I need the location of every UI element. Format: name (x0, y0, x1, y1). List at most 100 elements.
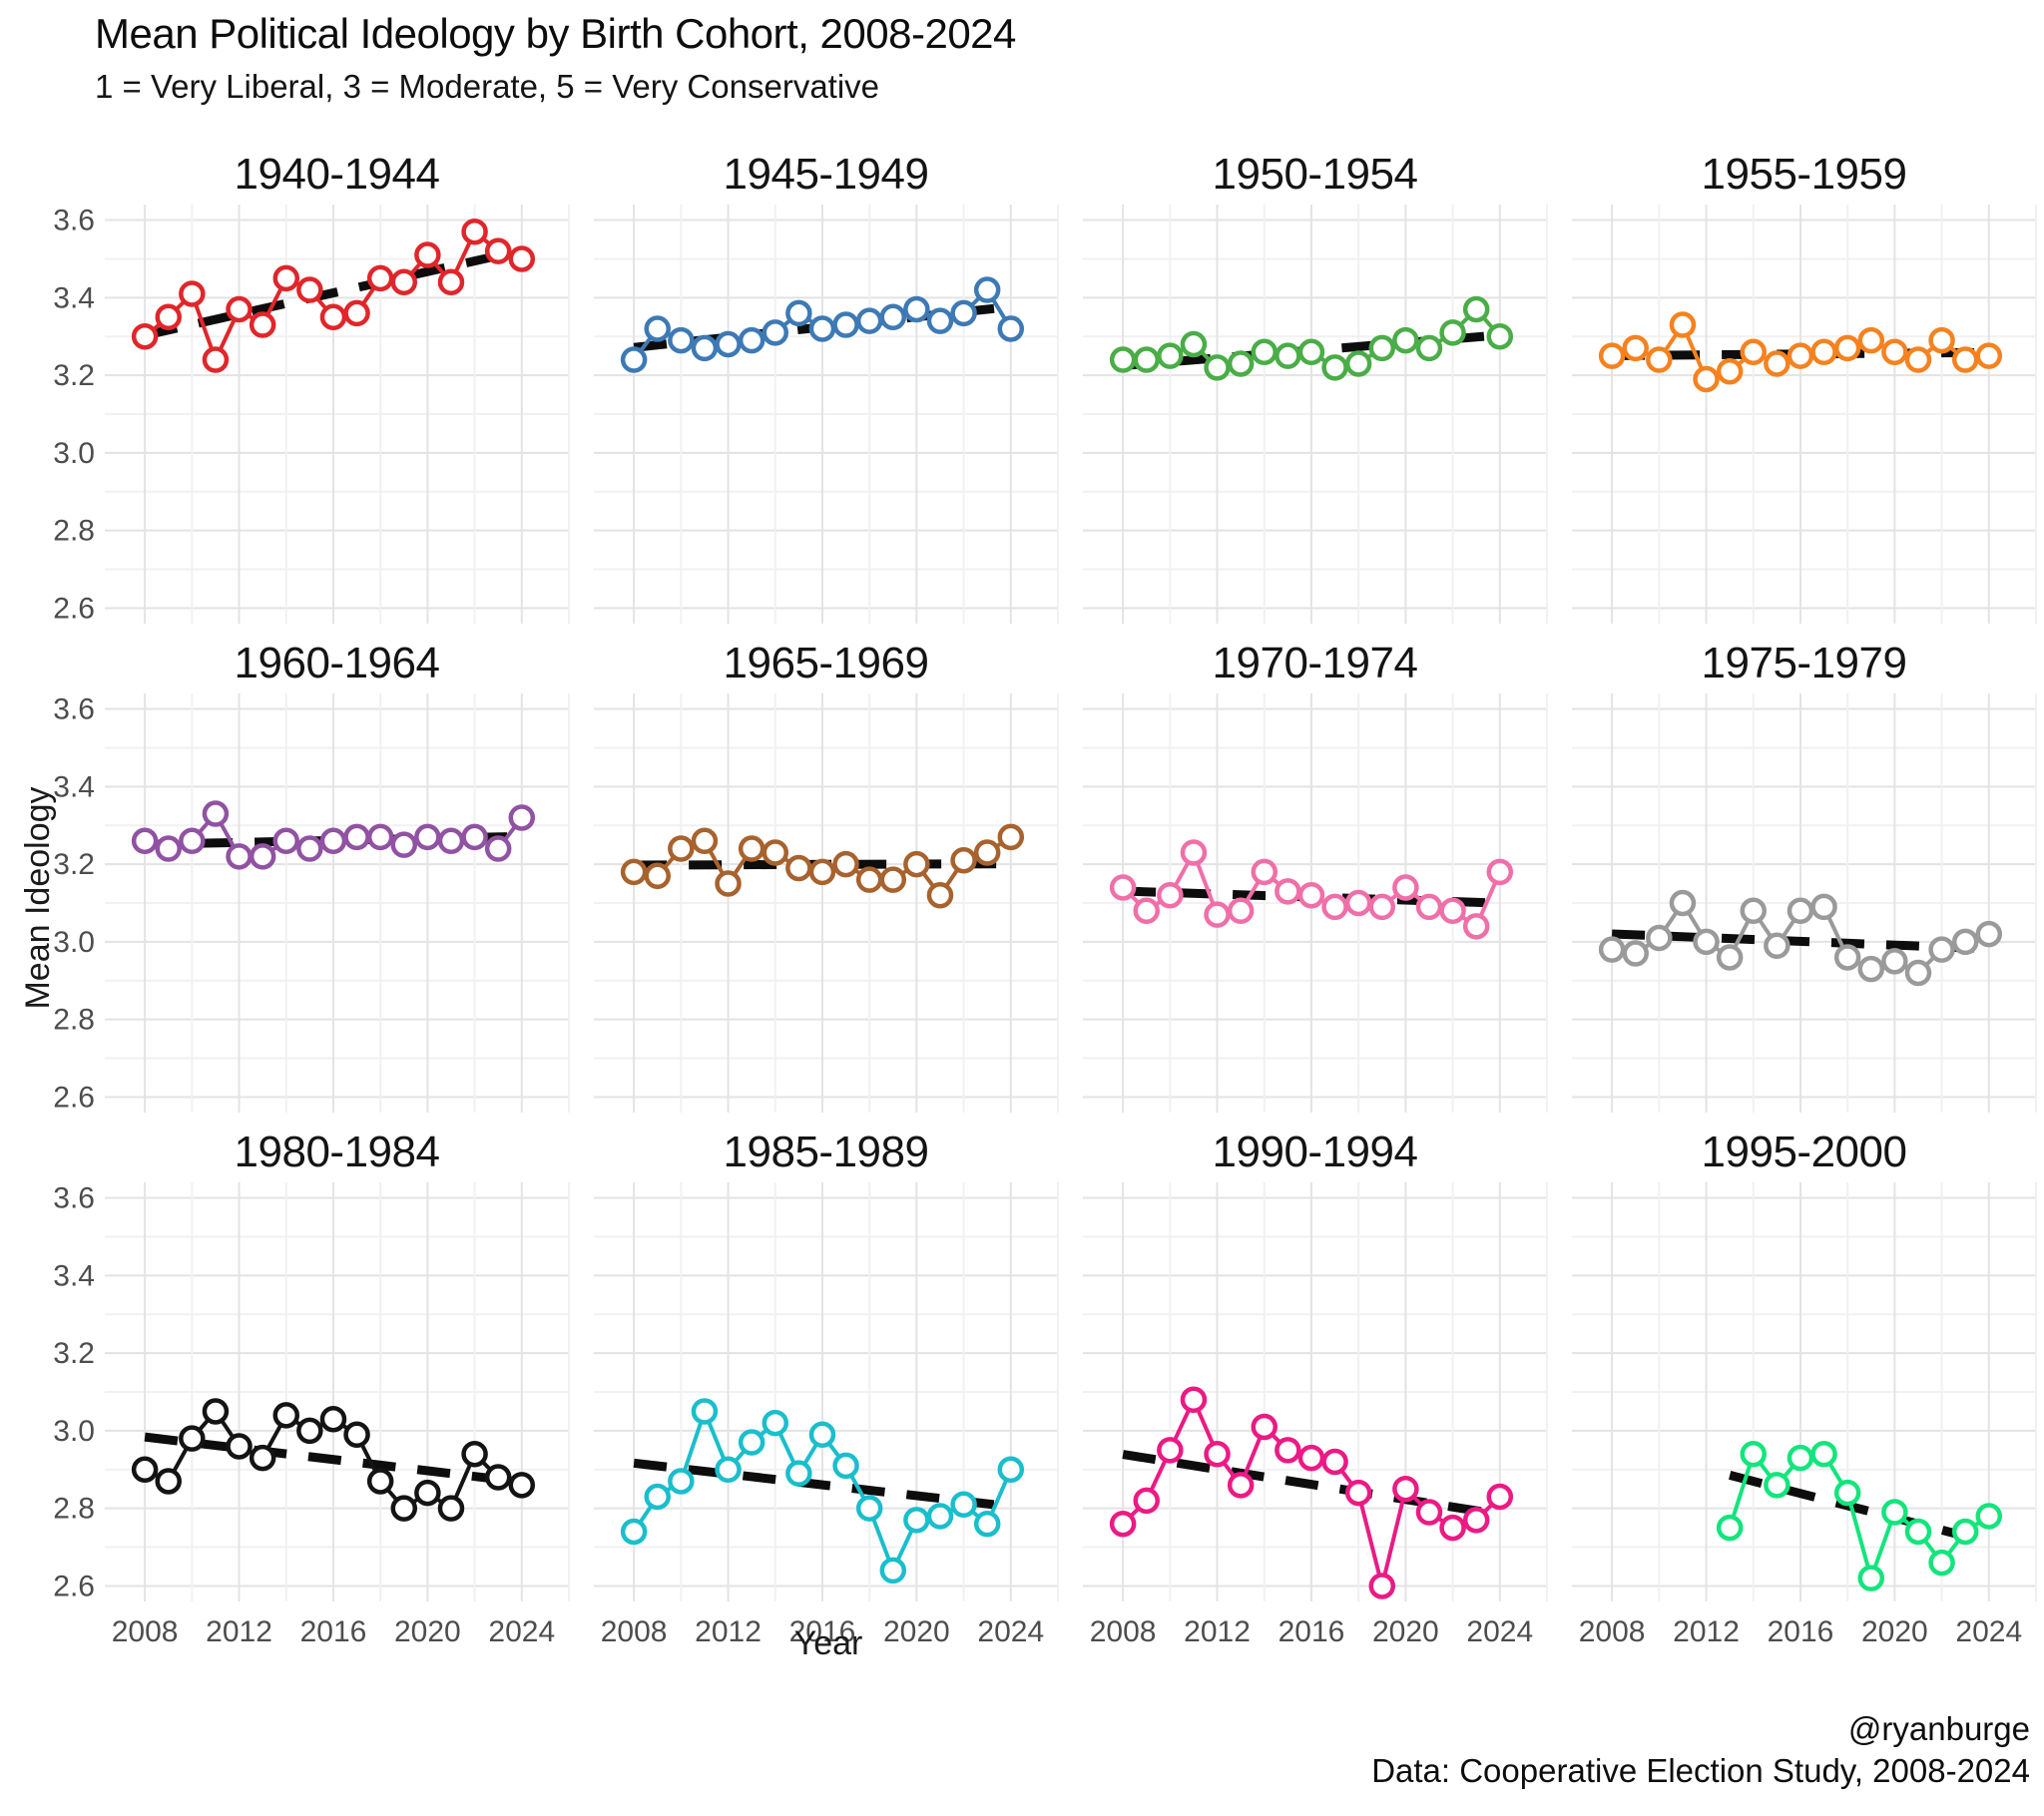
facet-panel-1985-1989: 1985-1989 (594, 1128, 1059, 1601)
data-point (1881, 1499, 1908, 1526)
gridlines (105, 693, 570, 1113)
data-point (226, 295, 253, 323)
facet-panel-1940-1944: 1940-1944 (105, 150, 570, 624)
data-point (390, 1495, 418, 1522)
facet-title: 1985-1989 (724, 1128, 929, 1176)
data-point (131, 1456, 159, 1484)
data-point (249, 843, 276, 870)
data-point (1646, 924, 1673, 952)
data-point (1204, 901, 1231, 928)
data-point (855, 866, 883, 893)
data-point (508, 245, 536, 272)
data-point (1904, 346, 1932, 373)
y-tick-label: 2.8 (53, 1493, 95, 1526)
data-point (1951, 1518, 1979, 1546)
data-point (1740, 897, 1768, 925)
facet-title: 1960-1964 (235, 639, 440, 687)
data-point (644, 862, 671, 890)
data-point (508, 1472, 536, 1499)
x-tick-label: 2024 (1466, 1615, 1533, 1648)
y-tick-label: 3.6 (53, 1182, 95, 1215)
data-point (366, 264, 394, 292)
data-point (1693, 928, 1720, 956)
data-point (1157, 342, 1184, 369)
data-point (620, 1518, 648, 1546)
facet-title: 1945-1949 (724, 150, 929, 199)
data-point (1368, 334, 1396, 362)
data-point (1646, 346, 1673, 373)
data-point (997, 823, 1025, 851)
data-point (1251, 1413, 1278, 1441)
data-point (785, 299, 812, 327)
x-tick-label: 2008 (1579, 1615, 1646, 1648)
chart-caption: @ryanburge Data: Cooperative Election St… (1371, 1708, 2030, 1792)
data-point (973, 1510, 1001, 1538)
data-point (620, 858, 648, 886)
page-title: Mean Political Ideology by Birth Cohort,… (95, 10, 1016, 57)
data-point (879, 1557, 907, 1585)
facet-panel-1960-1964: 1960-1964 (105, 639, 570, 1113)
data-point (997, 1456, 1025, 1484)
gridlines (594, 1182, 1059, 1601)
data-point (785, 1460, 812, 1487)
data-point (879, 866, 907, 893)
data-point (296, 1417, 323, 1445)
x-tick-label: 2012 (1184, 1615, 1251, 1648)
x-tick-label: 2020 (1372, 1615, 1439, 1648)
gridlines (1572, 205, 2037, 624)
data-point (131, 322, 159, 350)
data-point (319, 1405, 347, 1433)
data-point (131, 827, 159, 855)
facet-panel-1980-1984: 1980-1984 (105, 1128, 570, 1601)
data-point (484, 237, 512, 264)
data-point (762, 1409, 789, 1437)
data-point (1740, 1440, 1768, 1468)
data-point (437, 268, 465, 296)
facet-title: 1995-2000 (1702, 1128, 1907, 1176)
author-handle: @ryanburge (1847, 1710, 2030, 1747)
data-point (832, 311, 859, 338)
data-point (1669, 889, 1697, 917)
data-point (691, 334, 719, 362)
data-point (879, 303, 907, 331)
x-tick-label: 2016 (1278, 1615, 1345, 1648)
gridlines (594, 205, 1059, 624)
x-tick-label: 2024 (1955, 1615, 2022, 1648)
data-point (973, 839, 1001, 866)
data-point (1344, 350, 1372, 377)
data-point (738, 1429, 766, 1456)
x-tick-label: 2020 (883, 1615, 950, 1648)
data-point (296, 276, 323, 303)
data-point (668, 326, 695, 354)
data-point (484, 1464, 512, 1491)
data-point (1462, 295, 1490, 323)
y-tick-label: 3.4 (53, 770, 95, 803)
data-point (762, 319, 789, 346)
data-point (1204, 1440, 1231, 1468)
trend-line (1729, 1471, 1990, 1547)
data-point (1833, 1479, 1861, 1507)
data-point (508, 804, 536, 831)
data-point (644, 315, 671, 342)
data-point (926, 307, 954, 334)
data-point (1928, 1549, 1955, 1577)
data-point (903, 850, 930, 878)
data-point (1321, 893, 1348, 921)
data-point (155, 303, 182, 331)
data-point (1180, 839, 1208, 866)
y-tick-label: 3.4 (53, 281, 95, 314)
data-point (1810, 893, 1837, 921)
data-point (1227, 897, 1255, 925)
x-tick-label: 2008 (601, 1615, 668, 1648)
facet-grid: 1940-1944 1945-1949 1950-1954 1955-1959 1960… (53, 150, 2037, 1648)
data-point (1180, 330, 1208, 358)
trend-line (144, 245, 523, 340)
data-point (997, 315, 1025, 342)
data-point (950, 846, 977, 874)
data-point (202, 346, 230, 373)
data-point (738, 835, 766, 862)
data-point (414, 823, 441, 851)
x-tick-label: 2016 (1768, 1615, 1834, 1648)
data-point (1275, 878, 1301, 905)
